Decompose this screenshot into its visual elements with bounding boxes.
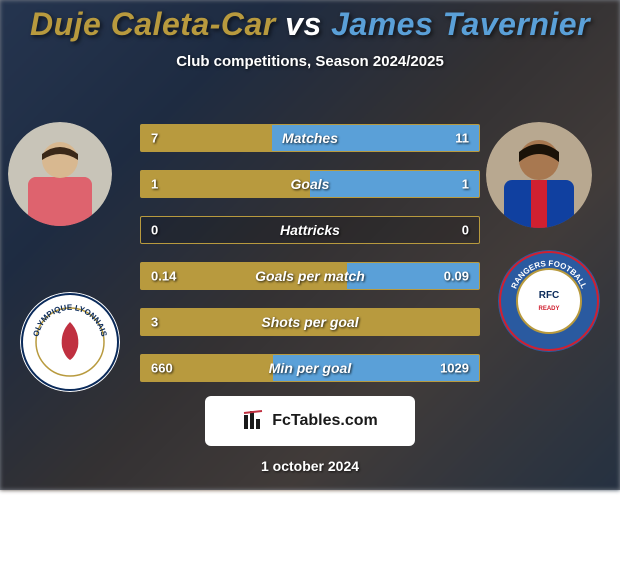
- page-title: Duje Caleta-Car vs James Tavernier: [0, 0, 620, 43]
- lyon-badge-icon: OLYMPIQUE LYONNAIS: [20, 292, 120, 392]
- fctables-icon: [242, 409, 266, 433]
- stat-value-left: 660: [151, 361, 173, 376]
- stat-value-left: 3: [151, 315, 158, 330]
- stat-value-left: 1: [151, 177, 158, 192]
- stat-value-left: 0: [151, 223, 158, 238]
- stat-row: Goals1 1: [140, 170, 480, 198]
- stat-label: Goals per match: [141, 268, 479, 284]
- player2-avatar: [486, 122, 592, 228]
- date-label: 1 october 2024: [0, 458, 620, 474]
- stat-row: Matches7 11: [140, 124, 480, 152]
- stat-value-right: 0: [462, 223, 469, 238]
- fctables-logo: FcTables.com: [205, 396, 415, 446]
- stat-label: Shots per goal: [141, 314, 479, 330]
- stat-label: Goals: [141, 176, 479, 192]
- player1-club-badge: OLYMPIQUE LYONNAIS: [20, 292, 120, 392]
- comparison-card: Duje Caleta-Car vs James Tavernier Club …: [0, 0, 620, 490]
- rangers-badge-icon: RFC READY RANGERS FOOTBALL: [498, 250, 600, 352]
- stat-value-right: 1029: [440, 361, 469, 376]
- stat-value-right: 11: [455, 131, 469, 146]
- player2-club-badge: RFC READY RANGERS FOOTBALL: [498, 250, 600, 352]
- title-player1: Duje Caleta-Car: [30, 6, 276, 42]
- stat-value-right: 0.09: [444, 269, 469, 284]
- stat-row: Goals per match0.14 0.09: [140, 262, 480, 290]
- fctables-logo-text: FcTables.com: [272, 412, 378, 430]
- stat-row: Hattricks0 0: [140, 216, 480, 244]
- stat-label: Hattricks: [141, 222, 479, 238]
- stat-row: Min per goal660 1029: [140, 354, 480, 382]
- stat-value-left: 7: [151, 131, 158, 146]
- stat-row: Shots per goal3: [140, 308, 480, 336]
- player1-avatar-icon: [8, 122, 112, 226]
- stat-value-left: 0.14: [151, 269, 176, 284]
- svg-text:READY: READY: [538, 306, 559, 312]
- title-player2: James Tavernier: [331, 6, 590, 42]
- stat-value-right: 1: [462, 177, 469, 192]
- player2-avatar-icon: [486, 122, 592, 228]
- svg-text:RFC: RFC: [539, 290, 560, 301]
- stat-label: Matches: [141, 130, 479, 146]
- player1-avatar: [8, 122, 112, 226]
- subtitle: Club competitions, Season 2024/2025: [0, 53, 620, 70]
- stat-label: Min per goal: [141, 360, 479, 376]
- title-vs: vs: [285, 6, 322, 42]
- stats-bars: Matches711Goals11Hattricks00Goals per ma…: [140, 124, 480, 400]
